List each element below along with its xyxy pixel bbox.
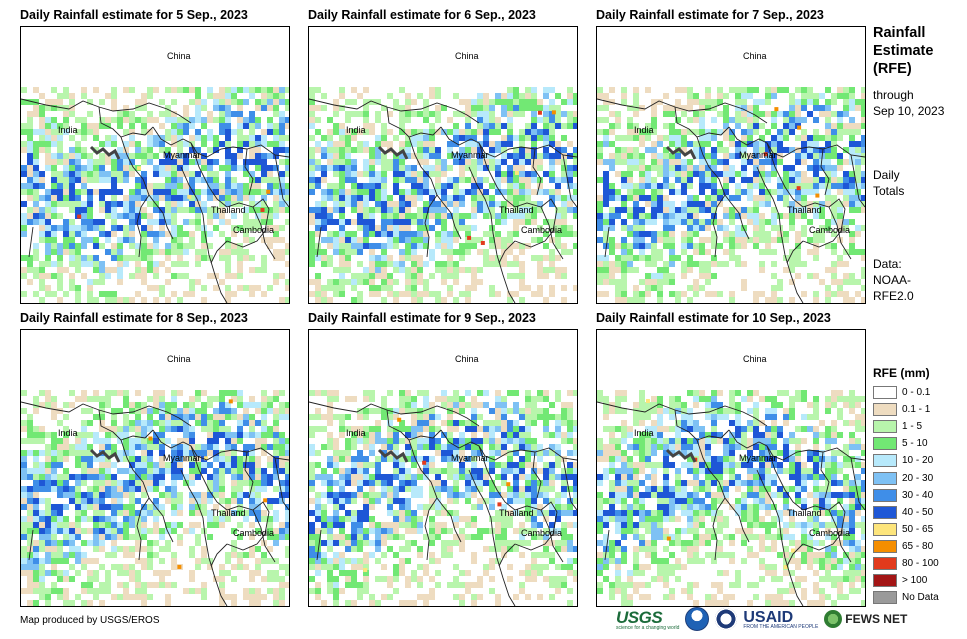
legend-swatch	[873, 522, 897, 536]
country-label-india: India	[634, 125, 654, 135]
legend-label: 0 - 0.1	[902, 387, 931, 399]
legend-swatch	[873, 386, 897, 400]
country-label-myanmar: Myanmar	[739, 453, 777, 463]
logo-strip: USGS science for a changing world USAID FR…	[616, 607, 907, 631]
country-label-myanmar: Myanmar	[163, 453, 201, 463]
rainfall-legend: RFE (mm) 0 - 0.1 0.1 - 1 1 - 5 5 - 10 10 - 2…	[873, 366, 939, 606]
legend-item: 0.1 - 1	[873, 401, 939, 418]
country-label-thailand: Thailand	[499, 508, 534, 518]
legend-label: 20 - 30	[902, 472, 934, 484]
rainfall-map: China India Myanmar Thailand Cambodia	[20, 26, 290, 304]
panel-title: Daily Rainfall estimate for 5 Sep., 2023	[20, 8, 248, 22]
usaid-logo: USAID FROM THE AMERICAN PEOPLE	[743, 608, 819, 630]
legend-item: > 100	[873, 572, 939, 589]
country-label-myanmar: Myanmar	[451, 150, 489, 160]
fews-net-logo: FEWS NET	[824, 610, 907, 628]
rainfall-map: China India Myanmar Thailand Cambodia	[308, 26, 578, 304]
legend-swatch	[873, 471, 897, 485]
legend-swatch	[873, 556, 897, 570]
country-label-china: China	[167, 51, 191, 61]
panel-title: Daily Rainfall estimate for 10 Sep., 202…	[596, 311, 831, 325]
legend-item: 5 - 10	[873, 435, 939, 452]
legend-label: 50 - 65	[902, 523, 934, 535]
country-label-myanmar: Myanmar	[739, 150, 777, 160]
country-label-india: India	[634, 428, 654, 438]
country-label-thailand: Thailand	[211, 508, 246, 518]
legend-item: 20 - 30	[873, 469, 939, 486]
legend-heading: Rainfall Estimate (RFE)	[873, 25, 934, 77]
rainfall-map: China India Myanmar Thailand Cambodia	[596, 26, 866, 304]
country-label-india: India	[58, 125, 78, 135]
legend-title: RFE (mm)	[873, 366, 930, 380]
country-label-india: India	[58, 428, 78, 438]
legend-label: 5 - 10	[902, 438, 928, 450]
country-label-thailand: Thailand	[787, 205, 822, 215]
rainfall-map: China India Myanmar Thailand Cambodia	[308, 329, 578, 607]
legend-item: 1 - 5	[873, 418, 939, 435]
usgs-logo: USGS science for a changing world	[616, 607, 680, 631]
country-label-thailand: Thailand	[499, 205, 534, 215]
country-label-cambodia: Cambodia	[233, 225, 274, 235]
legend-item: 30 - 40	[873, 487, 939, 504]
through-date: through Sep 10, 2023	[873, 88, 945, 118]
country-label-india: India	[346, 125, 366, 135]
rainfall-map: China India Myanmar Thailand Cambodia	[20, 329, 290, 607]
country-label-thailand: Thailand	[787, 508, 822, 518]
legend-label: 1 - 5	[902, 421, 923, 433]
legend-label: > 100	[902, 575, 928, 587]
legend-label: 40 - 50	[902, 506, 934, 518]
map-credit: Map produced by USGS/EROS	[20, 615, 160, 626]
daily-totals-note: Daily Totals	[873, 168, 905, 198]
usaid-seal-icon	[715, 608, 738, 630]
panel-title: Daily Rainfall estimate for 8 Sep., 2023	[20, 311, 248, 325]
legend-swatch	[873, 403, 897, 417]
panel-title: Daily Rainfall estimate for 7 Sep., 2023	[596, 8, 824, 22]
legend-item: 40 - 50	[873, 504, 939, 521]
legend-label: 80 - 100	[902, 557, 939, 569]
legend-item: 50 - 65	[873, 521, 939, 538]
fews-globe-icon	[824, 610, 843, 628]
legend-item: 0 - 0.1	[873, 384, 939, 401]
country-label-cambodia: Cambodia	[521, 225, 562, 235]
panel-title: Daily Rainfall estimate for 9 Sep., 2023	[308, 311, 536, 325]
legend-swatch	[873, 420, 897, 434]
legend-item: 80 - 100	[873, 555, 939, 572]
country-label-myanmar: Myanmar	[163, 150, 201, 160]
legend-label: 65 - 80	[902, 540, 934, 552]
legend-swatch	[873, 488, 897, 502]
noaa-logo-icon	[685, 607, 710, 631]
legend-swatch	[873, 437, 897, 451]
legend-item: No Data	[873, 589, 939, 606]
country-label-thailand: Thailand	[211, 205, 246, 215]
legend-label: 10 - 20	[902, 455, 934, 467]
panel-title: Daily Rainfall estimate for 6 Sep., 2023	[308, 8, 536, 22]
legend-item: 10 - 20	[873, 452, 939, 469]
country-label-china: China	[455, 354, 479, 364]
legend-swatch	[873, 454, 897, 468]
country-label-cambodia: Cambodia	[233, 528, 274, 538]
data-source: Data: NOAA- RFE2.0	[873, 257, 914, 303]
country-label-india: India	[346, 428, 366, 438]
country-label-china: China	[743, 51, 767, 61]
legend-swatch	[873, 574, 897, 588]
country-label-myanmar: Myanmar	[451, 453, 489, 463]
country-label-cambodia: Cambodia	[521, 528, 562, 538]
legend-swatch	[873, 539, 897, 553]
country-label-cambodia: Cambodia	[809, 225, 850, 235]
legend-label: 0.1 - 1	[902, 404, 931, 416]
rainfall-map: China India Myanmar Thailand Cambodia	[596, 329, 866, 607]
country-label-china: China	[455, 51, 479, 61]
country-label-cambodia: Cambodia	[809, 528, 850, 538]
country-label-china: China	[167, 354, 191, 364]
legend-label: No Data	[902, 592, 939, 604]
legend-label: 30 - 40	[902, 489, 934, 501]
country-label-china: China	[743, 354, 767, 364]
legend-swatch	[873, 591, 897, 605]
legend-swatch	[873, 505, 897, 519]
legend-item: 65 - 80	[873, 538, 939, 555]
